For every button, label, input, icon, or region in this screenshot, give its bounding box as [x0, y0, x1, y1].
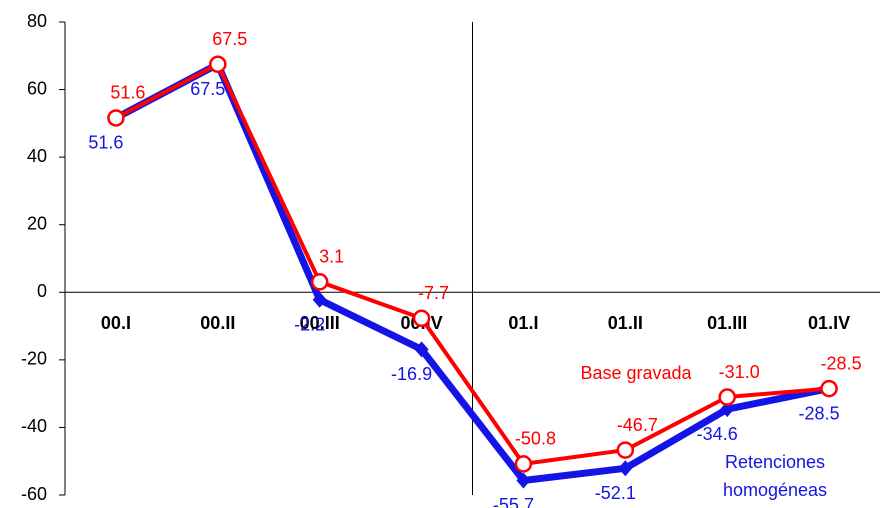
y-tick-label: -20 — [21, 349, 47, 369]
x-tick-label: 01.IV — [808, 313, 850, 333]
x-tick-label: 01.II — [608, 313, 643, 333]
marker — [209, 55, 227, 73]
data-label: -34.6 — [697, 424, 738, 444]
marker — [720, 401, 735, 418]
marker — [107, 109, 125, 127]
data-label: -31.0 — [719, 362, 760, 382]
marker — [312, 291, 327, 308]
x-tick-label: 00.II — [200, 313, 235, 333]
x-tick-label: 00.I — [101, 313, 131, 333]
x-tick-label: 01.III — [707, 313, 747, 333]
series-label: Retenciones homogéneas — [722, 452, 828, 500]
marker — [616, 441, 635, 459]
data-label: 67.5 — [212, 29, 247, 49]
data-label: -28.5 — [821, 353, 862, 373]
x-tick-label: 01.I — [508, 313, 538, 333]
x-tick-label: 00.III — [300, 313, 340, 333]
marker — [310, 273, 329, 291]
marker — [514, 455, 533, 473]
y-tick-label: -40 — [21, 416, 47, 436]
data-label: -16.9 — [391, 364, 432, 384]
y-tick-label: 0 — [37, 281, 47, 301]
data-label: -55.7 — [493, 495, 534, 508]
marker — [820, 379, 838, 398]
y-tick-label: 80 — [27, 11, 47, 31]
data-label: -50.8 — [515, 429, 556, 449]
data-label: -7.7 — [418, 283, 449, 303]
data-label: -46.7 — [617, 415, 658, 435]
series-line — [115, 62, 830, 466]
marker — [414, 341, 429, 358]
y-tick-label: 60 — [27, 78, 47, 98]
marker — [412, 309, 431, 328]
data-label: -2.2 — [294, 314, 325, 334]
y-tick-label: 20 — [27, 213, 47, 233]
data-label: -52.1 — [595, 483, 636, 503]
data-label: 3.1 — [319, 247, 344, 267]
series-label: Base gravada — [580, 363, 692, 383]
marker — [718, 388, 736, 406]
data-label: 67.5 — [190, 79, 225, 99]
data-label: 51.6 — [88, 133, 123, 153]
marker — [516, 472, 531, 489]
y-tick-label: 40 — [27, 146, 47, 166]
data-label: 51.6 — [110, 83, 145, 103]
y-tick-label: -60 — [21, 484, 47, 504]
data-label: -28.5 — [799, 403, 840, 423]
marker — [618, 460, 633, 477]
